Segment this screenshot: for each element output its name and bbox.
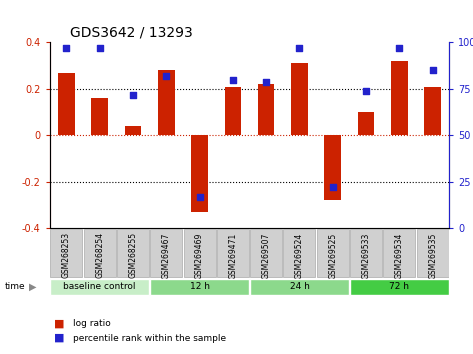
Point bbox=[129, 92, 137, 97]
Text: GSM269524: GSM269524 bbox=[295, 232, 304, 279]
Bar bbox=[391, 61, 408, 136]
Point bbox=[395, 45, 403, 51]
Point bbox=[96, 45, 104, 51]
Bar bbox=[84, 229, 115, 278]
Text: GSM269525: GSM269525 bbox=[328, 232, 337, 279]
Text: GSM269467: GSM269467 bbox=[162, 232, 171, 279]
Bar bbox=[184, 229, 216, 278]
Text: GSM268253: GSM268253 bbox=[62, 232, 71, 278]
Text: 72 h: 72 h bbox=[389, 282, 410, 291]
Text: GSM269471: GSM269471 bbox=[228, 232, 237, 279]
Bar bbox=[191, 136, 208, 212]
Bar bbox=[417, 229, 449, 278]
Bar bbox=[158, 70, 175, 136]
Bar bbox=[283, 229, 315, 278]
Bar bbox=[217, 229, 249, 278]
Bar bbox=[50, 279, 149, 295]
Bar bbox=[250, 229, 282, 278]
Bar bbox=[117, 229, 149, 278]
Text: GDS3642 / 13293: GDS3642 / 13293 bbox=[70, 26, 193, 40]
Text: 12 h: 12 h bbox=[190, 282, 210, 291]
Point bbox=[429, 68, 437, 73]
Text: GSM269533: GSM269533 bbox=[361, 232, 370, 279]
Bar bbox=[384, 229, 415, 278]
Bar bbox=[150, 229, 182, 278]
Text: GSM269535: GSM269535 bbox=[428, 232, 437, 279]
Text: baseline control: baseline control bbox=[63, 282, 136, 291]
Text: 24 h: 24 h bbox=[289, 282, 309, 291]
Bar bbox=[358, 112, 375, 136]
Bar bbox=[91, 98, 108, 136]
Bar bbox=[58, 73, 75, 136]
Point bbox=[229, 77, 236, 82]
Bar bbox=[324, 136, 341, 200]
Text: log ratio: log ratio bbox=[73, 319, 111, 329]
Bar bbox=[258, 84, 274, 136]
Bar bbox=[250, 279, 349, 295]
Bar bbox=[350, 279, 449, 295]
Text: percentile rank within the sample: percentile rank within the sample bbox=[73, 333, 227, 343]
Bar bbox=[124, 126, 141, 136]
Text: ▶: ▶ bbox=[29, 282, 37, 292]
Text: time: time bbox=[5, 282, 26, 291]
Point bbox=[329, 185, 337, 190]
Bar bbox=[291, 63, 308, 136]
Text: GSM268254: GSM268254 bbox=[95, 232, 104, 278]
Bar bbox=[150, 279, 249, 295]
Text: ■: ■ bbox=[54, 319, 65, 329]
Bar bbox=[50, 229, 82, 278]
Bar bbox=[350, 229, 382, 278]
Point bbox=[162, 73, 170, 79]
Point bbox=[196, 194, 203, 200]
Text: GSM269469: GSM269469 bbox=[195, 232, 204, 279]
Text: GSM269534: GSM269534 bbox=[395, 232, 404, 279]
Text: GSM268255: GSM268255 bbox=[129, 232, 138, 278]
Point bbox=[62, 45, 70, 51]
Point bbox=[296, 45, 303, 51]
Bar bbox=[424, 87, 441, 136]
Point bbox=[362, 88, 370, 94]
Point bbox=[263, 79, 270, 84]
Text: ■: ■ bbox=[54, 333, 65, 343]
Bar bbox=[317, 229, 349, 278]
Text: GSM269507: GSM269507 bbox=[262, 232, 271, 279]
Bar bbox=[225, 87, 241, 136]
